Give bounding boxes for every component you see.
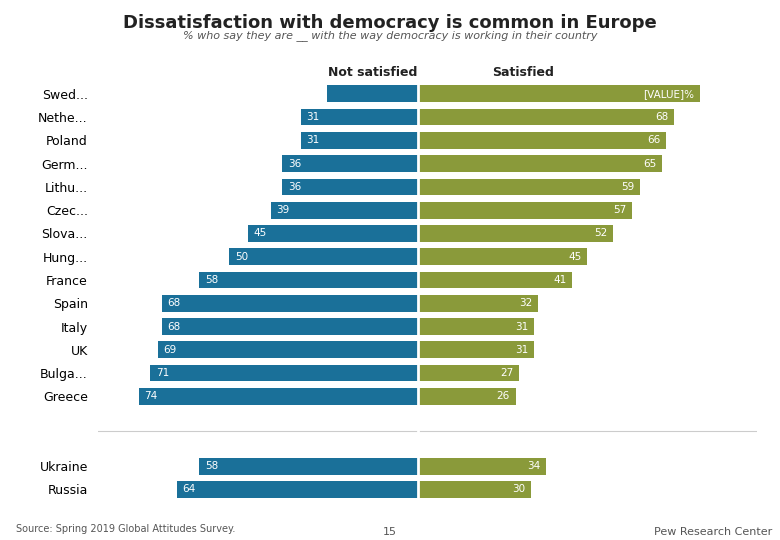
Text: 68: 68 — [167, 298, 180, 308]
Bar — [417, 318, 534, 335]
Text: Source: Spring 2019 Global Attitudes Survey.: Source: Spring 2019 Global Attitudes Sur… — [16, 523, 235, 534]
Bar — [271, 202, 417, 219]
Bar — [161, 295, 417, 312]
Text: 36: 36 — [288, 159, 301, 168]
Text: Dissatisfaction with democracy is common in Europe: Dissatisfaction with democracy is common… — [123, 14, 657, 31]
Text: 41: 41 — [553, 275, 566, 285]
Bar — [417, 202, 633, 219]
Text: Not satisfied: Not satisfied — [328, 66, 417, 79]
Bar — [199, 458, 417, 475]
Bar — [229, 248, 417, 265]
Bar — [139, 388, 417, 404]
Bar — [417, 109, 674, 125]
Bar — [158, 341, 417, 358]
Text: 64: 64 — [183, 484, 196, 495]
Bar — [176, 481, 417, 498]
Text: % who say they are __ with the way democracy is working in their country: % who say they are __ with the way democ… — [183, 30, 597, 40]
Bar — [328, 85, 417, 102]
Text: 69: 69 — [164, 345, 176, 355]
Text: 71: 71 — [156, 368, 169, 378]
Text: 58: 58 — [205, 275, 218, 285]
Text: [VALUE]%: [VALUE]% — [644, 89, 694, 99]
Text: 31: 31 — [307, 136, 320, 145]
Bar — [417, 458, 546, 475]
Text: 57: 57 — [613, 205, 626, 215]
Bar — [199, 272, 417, 288]
Text: 68: 68 — [167, 321, 180, 332]
Text: 36: 36 — [288, 182, 301, 192]
Bar — [248, 225, 417, 242]
Bar — [417, 481, 530, 498]
Text: 31: 31 — [516, 321, 529, 332]
Bar — [417, 272, 572, 288]
Bar — [282, 155, 417, 172]
Text: 32: 32 — [519, 298, 533, 308]
Text: Satisfied: Satisfied — [492, 66, 554, 79]
Text: 52: 52 — [594, 228, 608, 239]
Text: 27: 27 — [501, 368, 514, 378]
Bar — [417, 295, 538, 312]
Bar — [417, 179, 640, 195]
Text: 26: 26 — [497, 392, 510, 401]
Text: 65: 65 — [644, 159, 657, 168]
Text: 34: 34 — [526, 461, 540, 471]
Bar — [282, 179, 417, 195]
Text: 31: 31 — [516, 345, 529, 355]
Bar — [417, 388, 516, 404]
Bar — [417, 85, 700, 102]
Text: 58: 58 — [205, 461, 218, 471]
Text: 45: 45 — [568, 252, 581, 262]
Bar — [151, 364, 417, 381]
Bar — [301, 109, 417, 125]
Text: 31: 31 — [307, 112, 320, 122]
Bar — [161, 318, 417, 335]
Bar — [417, 132, 666, 148]
Bar — [417, 248, 587, 265]
Bar — [417, 225, 614, 242]
Bar — [417, 155, 662, 172]
Bar — [417, 341, 534, 358]
Text: 45: 45 — [254, 228, 267, 239]
Text: 15: 15 — [383, 527, 397, 537]
Text: 59: 59 — [621, 182, 634, 192]
Text: 50: 50 — [235, 252, 248, 262]
Text: 74: 74 — [144, 392, 158, 401]
Text: 30: 30 — [512, 484, 525, 495]
Text: 68: 68 — [655, 112, 668, 122]
Bar — [417, 364, 519, 381]
Text: Pew Research Center: Pew Research Center — [654, 527, 772, 537]
Text: 39: 39 — [276, 205, 289, 215]
Text: 66: 66 — [647, 136, 661, 145]
Bar — [301, 132, 417, 148]
